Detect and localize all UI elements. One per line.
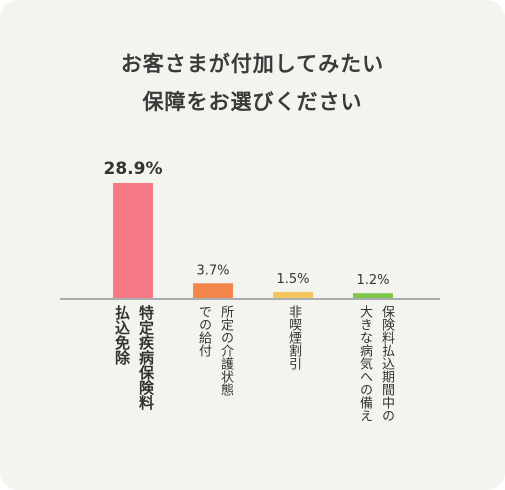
chart-title-line-1: お客さまが付加してみたい (120, 52, 385, 76)
category-label-2-line-1: 非喫煙割引 (286, 305, 301, 370)
bar-3 (353, 293, 393, 298)
category-label-3-line-1: 保険料払込期間中の (379, 305, 394, 422)
category-label-2: 非喫煙割引 (284, 305, 303, 370)
category-label-1-line-2: での給付 (196, 305, 211, 357)
category-label-0-line-1: 特定疾病保険料 (137, 305, 155, 410)
category-label-0: 特定疾病保険料 払込免除 (112, 305, 157, 410)
bar-0 (113, 183, 153, 298)
value-label-1: 3.7% (196, 263, 229, 278)
category-label-0-line-2: 払込免除 (113, 305, 131, 365)
bars-group (113, 183, 393, 298)
category-label-1-line-1: 所定の介護状態 (218, 305, 233, 396)
chart-title-line-2: 保障をお選びください (142, 90, 363, 114)
value-label-0: 28.9% (104, 159, 163, 179)
value-labels-group: 28.9% 3.7% 1.5% 1.2% (104, 159, 390, 288)
category-label-3: 保険料払込期間中の 大きな病気への備え (355, 305, 396, 422)
category-label-3-line-2: 大きな病気への備え (357, 305, 372, 422)
value-label-2: 1.5% (276, 272, 309, 287)
value-label-3: 1.2% (356, 273, 389, 288)
bar-1 (193, 283, 233, 298)
category-label-1: 所定の介護状態 での給付 (194, 305, 235, 396)
bar-2 (273, 292, 313, 298)
